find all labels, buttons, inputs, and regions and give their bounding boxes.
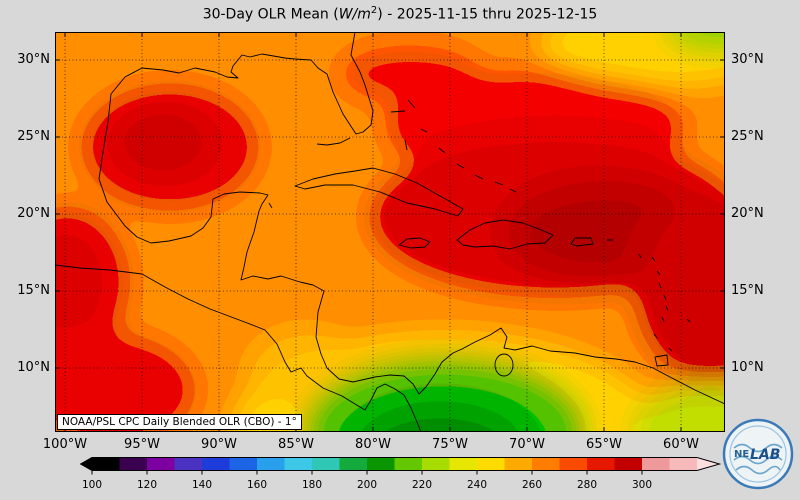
colorbar-tick-label: 180 bbox=[301, 479, 323, 491]
colorbar-segment bbox=[367, 457, 396, 471]
psl-lab-logo: NE LAB bbox=[720, 416, 796, 492]
lat-tick-label: 10°N bbox=[731, 360, 764, 375]
lon-tick-label: 80°W bbox=[355, 437, 391, 452]
colorbar-segment bbox=[174, 457, 203, 471]
colorbar-tick-label: 140 bbox=[191, 479, 213, 491]
colorbar-tick-label: 300 bbox=[631, 479, 653, 491]
colorbar-segment bbox=[532, 457, 561, 471]
lat-tick-label: 20°N bbox=[731, 206, 764, 221]
island-puerto-rico bbox=[570, 237, 594, 247]
lon-tick-label: 95°W bbox=[124, 437, 160, 452]
olr-map-svg bbox=[55, 32, 725, 432]
logo-text-left: NE bbox=[734, 449, 749, 460]
lon-tick-label: 85°W bbox=[278, 437, 314, 452]
colorbar-over-segment bbox=[669, 457, 698, 471]
lon-tick-label: 90°W bbox=[201, 437, 237, 452]
map-area bbox=[55, 32, 725, 432]
colorbar-segment bbox=[284, 457, 313, 471]
colorbar-segment bbox=[614, 457, 643, 471]
colorbar-tick-label: 220 bbox=[411, 479, 433, 491]
lat-axis-left: 30°N 25°N 20°N 15°N 10°N bbox=[6, 0, 50, 500]
colorbar-segment bbox=[559, 457, 588, 471]
lon-tick-label: 60°W bbox=[663, 437, 699, 452]
lake-maracaibo bbox=[494, 353, 514, 377]
title-suffix: ) - 2025-11-15 thru 2025-12-15 bbox=[377, 6, 598, 23]
colorbar-segment bbox=[422, 457, 451, 471]
olr-field bbox=[55, 32, 725, 432]
source-label: NOAA/PSL CPC Daily Blended OLR (CBO) - 1… bbox=[57, 414, 302, 430]
island-jamaica bbox=[398, 237, 431, 249]
lat-tick-label: 10°N bbox=[17, 360, 50, 375]
lat-tick-label: 30°N bbox=[731, 52, 764, 67]
lat-tick-label: 30°N bbox=[17, 52, 50, 67]
colorbar-over-segment bbox=[642, 457, 671, 471]
lat-tick-label: 25°N bbox=[731, 129, 764, 144]
coastline-pacific bbox=[55, 264, 422, 432]
lat-axis-right: 30°N 25°N 20°N 15°N 10°N bbox=[731, 0, 779, 500]
lon-tick-label: 65°W bbox=[586, 437, 622, 452]
psl-lab-logo-svg: NE LAB bbox=[722, 418, 794, 490]
colorbar-over-arrow bbox=[697, 457, 720, 471]
lat-tick-label: 25°N bbox=[17, 129, 50, 144]
logo-text-right: LAB bbox=[750, 447, 780, 463]
coastline-north-central-america bbox=[98, 32, 725, 405]
logo-inner-circle bbox=[729, 425, 787, 483]
colorbar: 100 120 140 160 180 200 220 240 260 280 300 bbox=[79, 457, 724, 497]
title-units-exponent: 2 bbox=[370, 5, 378, 16]
colorbar-tick-label: 200 bbox=[356, 479, 378, 491]
gridlines bbox=[55, 32, 725, 432]
island-trinidad bbox=[654, 354, 669, 367]
colorbar-segment bbox=[202, 457, 231, 471]
lat-tick-label: 20°N bbox=[17, 206, 50, 221]
island-hispaniola bbox=[456, 219, 554, 250]
colorbar-segment bbox=[339, 457, 368, 471]
colorbar-segment bbox=[147, 457, 176, 471]
page-title: 30-Day OLR Mean (W/m2) - 2025-11-15 thru… bbox=[0, 5, 800, 23]
lat-tick-label: 15°N bbox=[731, 283, 764, 298]
title-units: W/m bbox=[338, 6, 371, 23]
florida-keys bbox=[316, 137, 351, 146]
island-cuba bbox=[294, 167, 464, 217]
coastlines bbox=[55, 32, 725, 432]
lon-tick-label: 70°W bbox=[509, 437, 545, 452]
colorbar-tick-label: 100 bbox=[81, 479, 103, 491]
colorbar-segment bbox=[92, 457, 121, 471]
colorbar-under-arrow bbox=[80, 457, 92, 471]
map-frame bbox=[55, 32, 725, 432]
logo-waves bbox=[733, 443, 783, 475]
logo-outer-circle bbox=[722, 418, 794, 490]
bahamas-and-antilles bbox=[268, 99, 691, 352]
lon-tick-label: 75°W bbox=[432, 437, 468, 452]
colorbar-tick-label: 160 bbox=[246, 479, 268, 491]
colorbar-tick-label: 280 bbox=[576, 479, 598, 491]
colorbar-segment bbox=[119, 457, 148, 471]
colorbar-segment bbox=[394, 457, 423, 471]
colorbar-segment bbox=[477, 457, 506, 471]
colorbar-tick-label: 260 bbox=[521, 479, 543, 491]
colorbar-segment bbox=[257, 457, 286, 471]
colorbar-segment bbox=[312, 457, 341, 471]
colorbar-tick-label: 120 bbox=[136, 479, 158, 491]
colorbar-tick-label: 240 bbox=[466, 479, 488, 491]
colorbar-segment bbox=[449, 457, 478, 471]
title-prefix: 30-Day OLR Mean ( bbox=[202, 6, 339, 23]
colorbar-segment bbox=[504, 457, 533, 471]
colorbar-outline bbox=[79, 457, 722, 471]
lat-tick-label: 15°N bbox=[17, 283, 50, 298]
colorbar-svg bbox=[79, 457, 722, 475]
colorbar-segment bbox=[587, 457, 616, 471]
colorbar-segment bbox=[229, 457, 258, 471]
